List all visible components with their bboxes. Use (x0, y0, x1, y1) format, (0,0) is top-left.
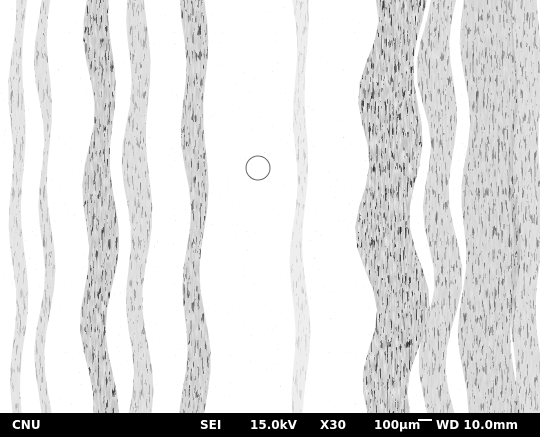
institution-label: CNU (12, 418, 41, 432)
sem-databar: CNU SEI 15.0kV X30 100μm WD 10.0mm (0, 413, 540, 437)
magnification-label: X30 (320, 418, 346, 432)
micrograph-image (0, 0, 540, 413)
ring-artifact (245, 155, 271, 181)
scale-label: 100μm (374, 418, 421, 432)
band-grain (0, 0, 540, 413)
scale-bar (418, 419, 432, 421)
detector-label: SEI (200, 418, 222, 432)
micrograph-texture (0, 0, 540, 413)
voltage-label: 15.0kV (250, 418, 297, 432)
working-distance-label: WD 10.0mm (436, 418, 518, 432)
